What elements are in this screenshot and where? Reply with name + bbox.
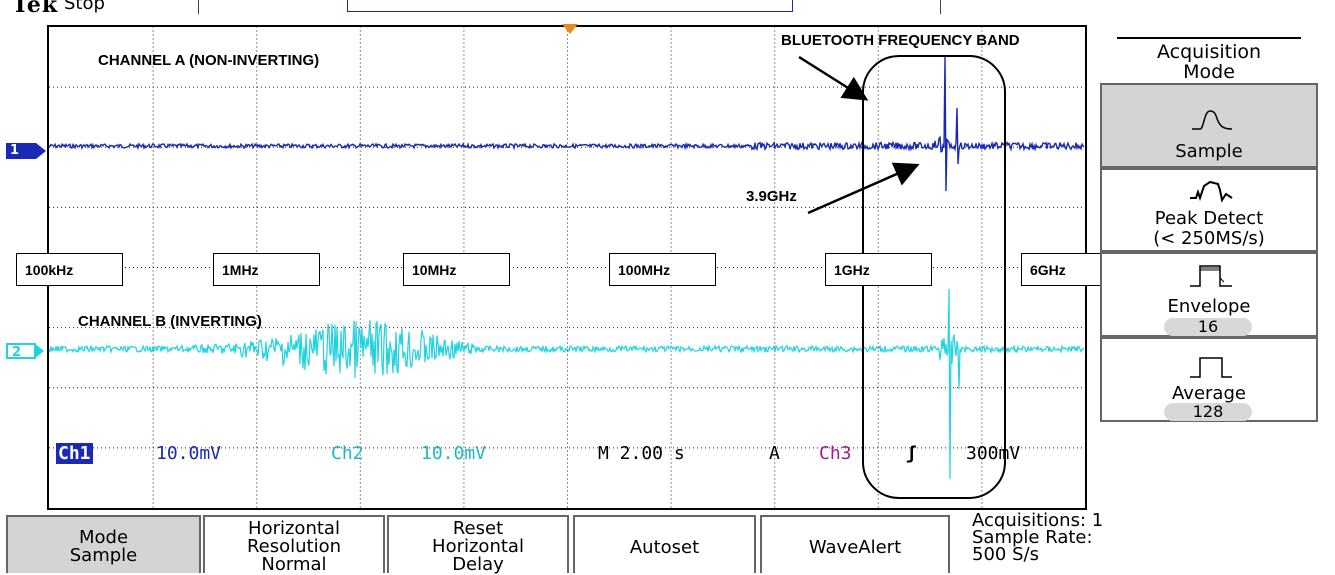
trigger-level: 300mV bbox=[966, 443, 1021, 464]
trigger-position-icon bbox=[562, 24, 578, 34]
trigger-mode: A bbox=[769, 443, 780, 464]
peak-detect-label: Peak Detect bbox=[1154, 208, 1264, 229]
freq-marker-10mhz: 10MHz bbox=[403, 253, 510, 286]
top-status-strip: Tek Stop bbox=[0, 0, 1100, 20]
acquisition-side-menu: Acquisition Mode Sample Peak Detect (< 2… bbox=[1100, 37, 1335, 427]
ch1-scale: 10.0mV bbox=[156, 443, 222, 464]
sample-rate-value: 500 S/s bbox=[972, 544, 1039, 565]
ch2-waveform bbox=[49, 288, 1085, 480]
channel-a-label: CHANNEL A (NON-INVERTING) bbox=[98, 52, 320, 69]
envelope-button[interactable]: Envelope 16 bbox=[1100, 252, 1318, 337]
freq-marker-100khz: 100kHz bbox=[16, 253, 123, 286]
sample-button[interactable]: Sample bbox=[1100, 83, 1318, 168]
annotation-overlay bbox=[798, 55, 1006, 499]
run-state: Stop bbox=[64, 0, 105, 14]
peak-detect-rate: (< 250MS/s) bbox=[1153, 228, 1265, 249]
peak-detect-button[interactable]: Peak Detect (< 250MS/s) bbox=[1100, 168, 1318, 252]
envelope-icon bbox=[1190, 265, 1232, 287]
bluetooth-arrow bbox=[798, 55, 869, 101]
menu-title-sub: Mode bbox=[1183, 61, 1235, 83]
peak-frequency-label: 3.9GHz bbox=[746, 188, 797, 205]
average-icon bbox=[1190, 357, 1232, 378]
record-view-bar[interactable] bbox=[347, 0, 793, 12]
freq-marker-100mhz: 100MHz bbox=[609, 253, 716, 286]
mode-sample-button[interactable]: Mode Sample bbox=[6, 515, 201, 573]
acquisitions-count: Acquisitions: 1 bbox=[972, 510, 1104, 531]
ch1-ground-marker[interactable]: 1 bbox=[6, 143, 46, 159]
tek-logo: Tek bbox=[12, 0, 59, 18]
ch2-ground-marker[interactable]: 2 bbox=[6, 343, 44, 360]
scope-readout: Ch1 10.0mV Ch2 10.0mV M 2.00 s A Ch3 ʃ 3… bbox=[56, 443, 1086, 465]
wavealert-button[interactable]: WaveAlert bbox=[760, 515, 950, 573]
horizontal-resolution-button[interactable]: Horizontal Resolution Normal bbox=[203, 515, 385, 574]
sample-label: Sample bbox=[1175, 141, 1243, 162]
freq-marker-1mhz: 1MHz bbox=[213, 253, 320, 286]
acquisition-status: Acquisitions: 1 Sample Rate: 500 S/s bbox=[972, 512, 1332, 572]
freq-marker-1ghz: 1GHz bbox=[825, 253, 932, 286]
trigger-slope-icon: ʃ bbox=[906, 443, 917, 464]
bluetooth-band-label: BLUETOOTH FREQUENCY BAND bbox=[781, 32, 1020, 49]
menu-title: Acquisition bbox=[1156, 41, 1262, 63]
peak-detect-icon bbox=[1190, 180, 1233, 203]
timebase: M 2.00 s bbox=[598, 443, 685, 464]
autoset-button[interactable]: Autoset bbox=[573, 515, 756, 573]
ch2-scale: 10.0mV bbox=[421, 443, 487, 464]
reset-horizontal-delay-button[interactable]: Reset Horizontal Delay bbox=[387, 515, 569, 574]
envelope-count: 16 bbox=[1164, 318, 1252, 336]
sample-waveform-icon bbox=[1192, 110, 1233, 130]
ch1-readout-label: Ch1 bbox=[56, 443, 93, 464]
status-divider bbox=[198, 0, 199, 14]
envelope-label: Envelope bbox=[1167, 296, 1251, 317]
average-button[interactable]: Average 128 bbox=[1100, 337, 1318, 422]
average-count: 128 bbox=[1164, 403, 1252, 421]
ch1-waveform bbox=[49, 55, 1085, 192]
channel-b-label: CHANNEL B (INVERTING) bbox=[78, 313, 262, 330]
average-label: Average bbox=[1172, 383, 1246, 404]
trigger-source: Ch3 bbox=[819, 443, 852, 464]
menu-title-rule bbox=[1117, 37, 1301, 39]
ch2-readout-label: Ch2 bbox=[331, 443, 364, 464]
peak-arrow bbox=[807, 162, 920, 215]
status-divider bbox=[940, 0, 941, 14]
sample-rate-label: Sample Rate: bbox=[972, 527, 1093, 548]
